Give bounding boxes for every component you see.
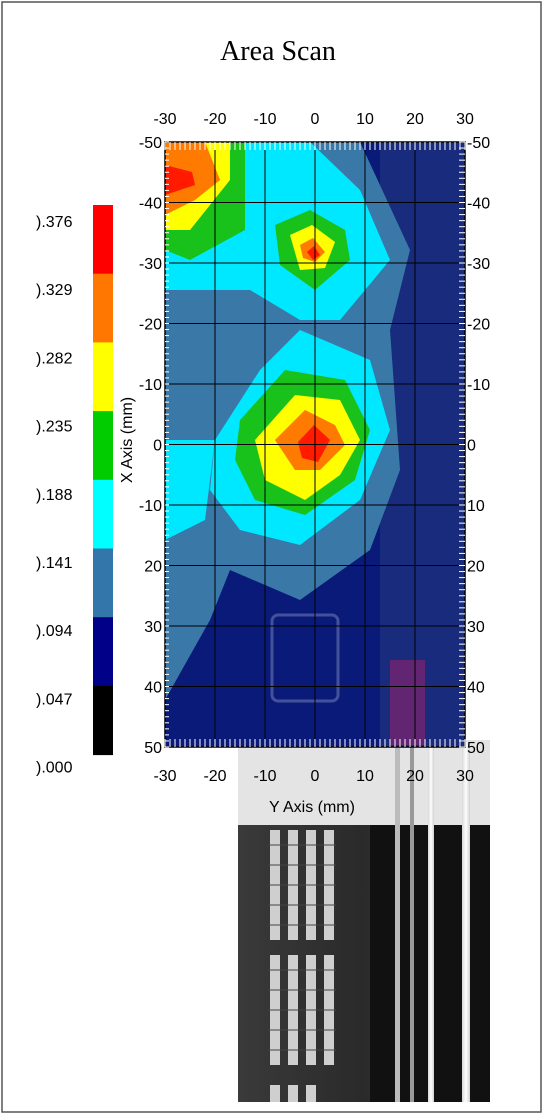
bottom-x-ticks: -30 -20 -10 0 10 20 30 bbox=[153, 768, 474, 785]
y-tick-label-left: -30 bbox=[139, 256, 162, 273]
y-tick-label-right: -20 bbox=[467, 317, 490, 334]
y-tick-label-right: -10 bbox=[467, 377, 490, 394]
colorbar-label: ).141 bbox=[36, 555, 73, 572]
y-tick-label-left: 30 bbox=[144, 619, 162, 636]
y-tick-label-left: 50 bbox=[144, 740, 162, 757]
colorbar-segment bbox=[93, 273, 113, 343]
colorbar-segment bbox=[93, 411, 113, 481]
y-tick-label-right: 0 bbox=[467, 438, 476, 455]
y-tick-label-left: 20 bbox=[144, 559, 162, 576]
x-axis-title: Y Axis (mm) bbox=[269, 799, 355, 816]
x-tick-label-top: 10 bbox=[356, 111, 374, 128]
colorbar-segment bbox=[93, 685, 113, 756]
contour-level-0.376 bbox=[165, 165, 195, 195]
y-tick-label-left: -10 bbox=[139, 377, 162, 394]
left-y-ticks: -50 -40 -30 -20 -10 0 -10 20 30 40 50 bbox=[139, 135, 162, 757]
y-tick-label-left: -20 bbox=[139, 317, 162, 334]
y-tick-label-right: 10 bbox=[467, 498, 485, 515]
x-tick-label-top: 20 bbox=[406, 111, 424, 128]
device-photo bbox=[238, 740, 490, 1102]
colorbar-segment bbox=[93, 548, 113, 618]
colorbar-segment bbox=[93, 479, 113, 549]
y-tick-label-right: 40 bbox=[467, 680, 485, 697]
y-tick-label-right: 20 bbox=[467, 559, 485, 576]
y-tick-label-left: -40 bbox=[139, 196, 162, 213]
colorbar-label: ).047 bbox=[36, 691, 73, 708]
x-tick-label-bottom: 30 bbox=[456, 768, 474, 785]
x-tick-label-bottom: -30 bbox=[153, 768, 176, 785]
colorbar-label: ).329 bbox=[36, 282, 73, 299]
y-tick-label-right: -30 bbox=[467, 256, 490, 273]
colorbar-label: ).094 bbox=[36, 623, 73, 640]
x-tick-label-top: 30 bbox=[456, 111, 474, 128]
chart-title: Area Scan bbox=[220, 36, 336, 67]
x-tick-label-top: -10 bbox=[253, 111, 276, 128]
right-y-ticks: -50 -40 -30 -20 -10 0 10 20 30 40 50 bbox=[467, 135, 490, 757]
y-tick-label-left: -10 bbox=[139, 498, 162, 515]
y-tick-label-right: -40 bbox=[467, 196, 490, 213]
y-tick-label-right: 30 bbox=[467, 619, 485, 636]
y-tick-label-left: 40 bbox=[144, 680, 162, 697]
x-tick-label-top: -30 bbox=[153, 111, 176, 128]
y-tick-label-left: 0 bbox=[153, 438, 162, 455]
x-tick-label-bottom: 10 bbox=[356, 768, 374, 785]
colorbar-segment bbox=[93, 617, 113, 687]
x-tick-label-top: -20 bbox=[203, 111, 226, 128]
colorbar-label: ).000 bbox=[36, 760, 73, 777]
y-tick-label-right: -50 bbox=[467, 135, 490, 152]
colorbar-label: ).282 bbox=[36, 350, 73, 367]
top-x-ticks: -30 -20 -10 0 10 20 30 bbox=[153, 111, 474, 128]
colorbar-segment bbox=[93, 342, 113, 412]
minor-tick-marks bbox=[164, 141, 466, 748]
x-tick-label-bottom: 20 bbox=[406, 768, 424, 785]
colorbar-label: ).188 bbox=[36, 487, 73, 504]
x-tick-label-top: 0 bbox=[311, 111, 320, 128]
colorbar-segment bbox=[93, 205, 113, 275]
x-tick-label-bottom: -10 bbox=[253, 768, 276, 785]
y-axis-title: X Axis (mm) bbox=[119, 397, 136, 483]
colorbar-legend: ).376 ).329 ).282 ).235 ).188 ).141 ).094 ).047… bbox=[36, 205, 113, 777]
y-tick-label-right: 50 bbox=[467, 740, 485, 757]
colorbar-label: ).235 bbox=[36, 419, 73, 436]
x-tick-label-bottom: -20 bbox=[203, 768, 226, 785]
y-tick-label-left: -50 bbox=[139, 135, 162, 152]
x-tick-label-bottom: 0 bbox=[311, 768, 320, 785]
colorbar-label: ).376 bbox=[36, 214, 73, 231]
